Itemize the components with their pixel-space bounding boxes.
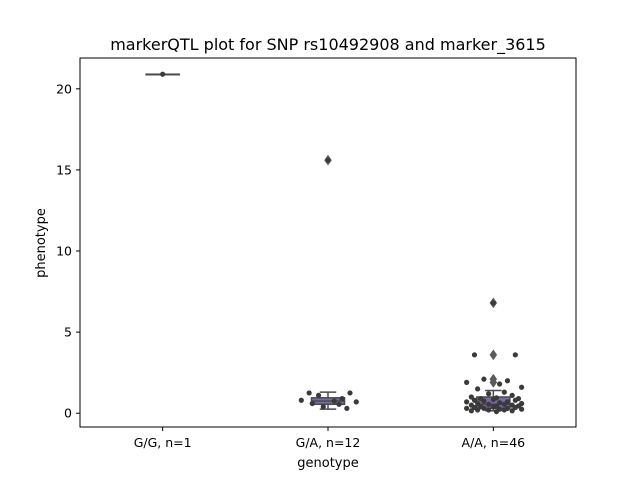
strip-point — [315, 392, 322, 398]
strip-point — [481, 398, 487, 404]
plot-frame — [79, 57, 577, 428]
strip-point — [486, 407, 492, 413]
strip-point — [331, 398, 337, 404]
strip-point — [325, 157, 331, 163]
strip-point — [306, 390, 312, 396]
box-outlier — [489, 349, 498, 361]
y-tick-label: 15 — [56, 162, 72, 177]
strip-point — [501, 407, 507, 413]
strip-point — [519, 384, 525, 390]
plot-area — [145, 71, 525, 415]
strip-point — [512, 404, 518, 411]
strip-point — [501, 401, 507, 407]
strip-point — [486, 401, 492, 407]
strip-point — [475, 407, 481, 413]
strip-point — [490, 404, 496, 410]
x-tick-label: G/G, n=1 — [134, 435, 192, 450]
strip-point — [339, 396, 345, 402]
strip-point — [464, 405, 470, 411]
strip-point — [481, 405, 487, 411]
strip-point — [501, 389, 507, 395]
strip-point — [481, 376, 487, 382]
strip-point — [464, 379, 470, 385]
strip-point — [490, 396, 496, 403]
y-tick-label: 5 — [64, 325, 72, 340]
y-tick-label: 20 — [56, 81, 72, 96]
strip-point — [336, 401, 342, 407]
strip-point — [512, 397, 518, 403]
strip-point — [509, 392, 515, 398]
strip-point — [475, 400, 481, 407]
strip-point — [309, 400, 315, 407]
strip-point — [353, 399, 359, 405]
y-tick-label: 0 — [64, 406, 72, 421]
strip-point — [160, 71, 166, 77]
axes: 0 5 10 15 20 G/G, n=1 G/A, n=12 A/A, n=46 — [56, 81, 525, 450]
strip-point — [504, 378, 511, 384]
strip-point — [464, 399, 470, 405]
strip-point — [509, 408, 515, 414]
strip-point — [468, 394, 474, 400]
x-axis-label: genotype — [297, 456, 358, 471]
strip-point — [298, 397, 304, 403]
strip-point — [512, 352, 518, 358]
strip-point — [471, 397, 478, 403]
strip-point — [490, 300, 496, 306]
x-tick-label: A/A, n=46 — [462, 435, 526, 450]
y-tick-label: 10 — [56, 244, 72, 259]
chart-title: markerQTL plot for SNP rs10492908 and ma… — [110, 35, 546, 55]
strip-point — [486, 391, 492, 397]
strip-point — [468, 408, 474, 414]
strip-point — [497, 400, 503, 406]
strip-point — [344, 405, 350, 411]
box-outlier — [489, 376, 498, 388]
strip-point — [493, 408, 500, 415]
y-axis-label: phenotype — [34, 208, 49, 278]
x-tick-label: G/A, n=12 — [296, 435, 361, 450]
strip-point — [475, 386, 481, 392]
strip-point — [497, 381, 503, 387]
strip-point — [320, 404, 326, 410]
strip-point — [519, 406, 525, 412]
strip-point — [471, 352, 478, 358]
strip-point — [347, 390, 353, 396]
